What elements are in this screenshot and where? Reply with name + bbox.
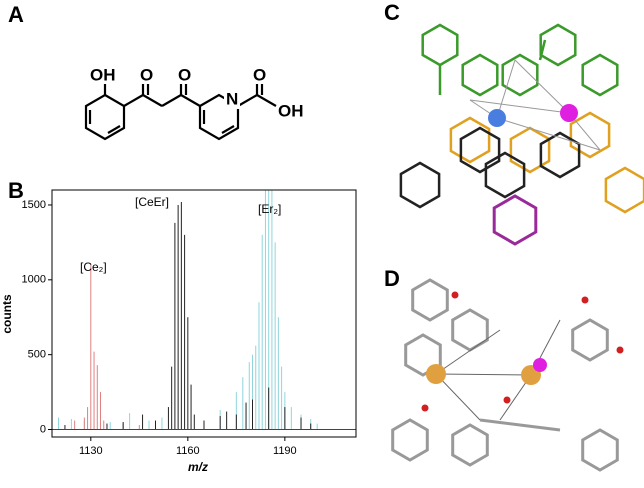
- y-axis-label: counts: [0, 294, 14, 334]
- ring: [84, 93, 126, 141]
- x-tick-label: 1160: [176, 445, 200, 457]
- atom-label: O: [140, 65, 153, 84]
- bond: [538, 39, 547, 61]
- y-tick-label: 1000: [22, 274, 46, 286]
- bond: [107, 125, 121, 134]
- ring: [569, 111, 611, 159]
- ring: [492, 194, 538, 246]
- atom: [533, 358, 547, 372]
- ring: [581, 53, 619, 97]
- bond: [221, 125, 235, 134]
- atom-label: O: [178, 65, 191, 84]
- annotation: [Er₂]: [258, 202, 281, 216]
- ring: [391, 418, 429, 462]
- atom: [426, 364, 446, 384]
- panel-label: A: [8, 2, 24, 27]
- structure: [84, 84, 277, 141]
- bond: [435, 329, 501, 375]
- ring: [581, 428, 619, 472]
- y-tick-label: 0: [40, 423, 46, 435]
- panel-label: D: [384, 266, 400, 291]
- bond: [435, 373, 532, 376]
- atom: [488, 109, 506, 127]
- atom: [421, 404, 429, 412]
- annotation: [Ce₂]: [80, 260, 107, 274]
- bond: [479, 418, 561, 432]
- bond: [435, 373, 481, 421]
- ring: [421, 23, 459, 67]
- ring: [501, 53, 539, 97]
- x-tick-label: 1130: [79, 445, 103, 457]
- ring: [461, 53, 499, 97]
- ring: [411, 278, 449, 322]
- annotation: [CeEr]: [135, 195, 169, 209]
- ring: [198, 93, 240, 141]
- bond: [496, 59, 516, 119]
- bond: [469, 99, 570, 114]
- atom: [451, 291, 459, 299]
- atom: [560, 104, 578, 122]
- atom-label: OH: [90, 65, 116, 84]
- crystal-structures: [391, 23, 644, 472]
- spectrum: [52, 190, 356, 431]
- ring: [449, 116, 491, 164]
- ring: [459, 126, 501, 174]
- bond: [142, 94, 163, 107]
- atom-bg: [224, 91, 240, 109]
- ring: [451, 423, 489, 467]
- ring: [451, 308, 489, 352]
- panel-label: B: [8, 178, 24, 203]
- plot-frame: [51, 189, 357, 438]
- ring: [509, 126, 551, 174]
- ring: [539, 131, 581, 179]
- atom-label: O: [253, 65, 266, 84]
- y-tick-label: 500: [28, 349, 46, 361]
- bond: [256, 94, 277, 107]
- y-tick-label: 1500: [22, 199, 46, 211]
- atom-label: N: [226, 89, 238, 108]
- x-tick-label: 1190: [273, 445, 297, 457]
- bond: [123, 94, 144, 107]
- x-axis-label: m/z: [188, 460, 208, 474]
- bond: [514, 59, 570, 114]
- bond: [237, 94, 258, 107]
- atom: [503, 396, 511, 404]
- bond: [496, 117, 601, 151]
- atom: [581, 296, 589, 304]
- ring: [571, 318, 609, 362]
- ring: [539, 23, 577, 67]
- bond: [180, 94, 201, 107]
- panel-label: C: [384, 0, 400, 25]
- atom-label: OH: [278, 101, 304, 120]
- bond: [161, 94, 182, 107]
- ring: [404, 333, 442, 377]
- atom: [616, 346, 624, 354]
- ring: [484, 151, 526, 199]
- ring: [399, 161, 441, 209]
- ring: [604, 166, 644, 214]
